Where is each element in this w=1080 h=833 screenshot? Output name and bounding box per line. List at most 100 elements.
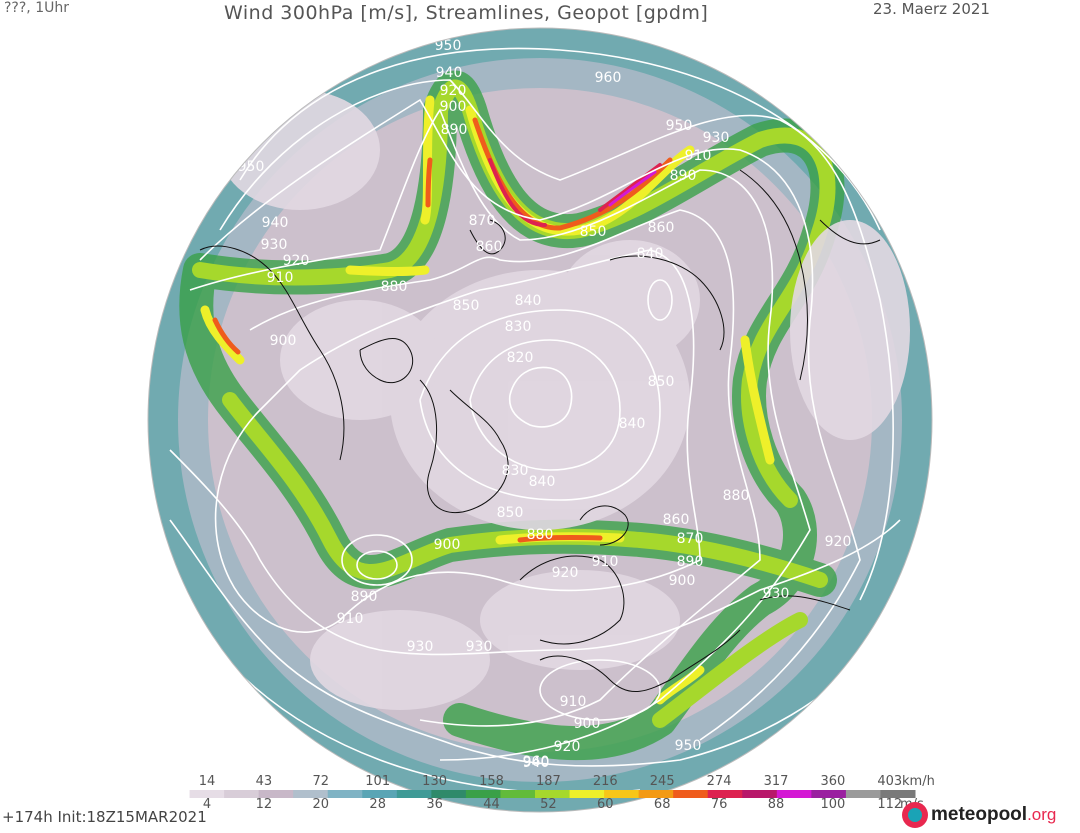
contour-label: 930 <box>703 130 730 146</box>
contour-label: 920 <box>283 253 310 269</box>
contour-label: 850 <box>648 374 675 390</box>
color-scale-kmh-label: 158 <box>479 774 504 789</box>
color-scale-swatch <box>535 790 571 798</box>
contour-label: 930 <box>261 237 288 253</box>
color-scale-swatch <box>569 790 605 798</box>
contour-label: 840 <box>619 416 646 432</box>
contour-label: 910 <box>592 554 619 570</box>
forecast-init-label: +174h Init:18Z15MAR2021 <box>2 808 207 826</box>
meteopool-logo[interactable]: meteopool .org <box>902 800 1056 830</box>
forecast-date: 23. Maerz 2021 <box>873 0 990 18</box>
contour-label: 840 <box>637 246 664 262</box>
color-scale-ms-label: 76 <box>711 797 728 812</box>
color-scale-ms-labels: 4 12 20 28 36 44 52 60 68 76 88 100 112 <box>203 797 902 812</box>
color-scale-kmh-label: 245 <box>650 774 675 789</box>
color-scale-kmh-label: 317 <box>764 774 789 789</box>
contour-label: 890 <box>351 589 378 605</box>
color-scale-swatch <box>673 790 709 798</box>
color-scale-ms-label: 4 <box>203 797 211 812</box>
color-scale-ms-label: 52 <box>540 797 557 812</box>
coastlines <box>199 169 881 693</box>
map-border <box>147 27 933 813</box>
color-scale-swatch <box>845 790 881 798</box>
color-scale-kmh-label: 130 <box>422 774 447 789</box>
color-scale-kmh-label: 403 <box>877 774 902 789</box>
color-scale-swatch <box>155 790 191 798</box>
logo-name: meteopool <box>931 804 1028 825</box>
color-scale-swatch <box>500 790 536 798</box>
forecast-time-label: ???, 1Uhr <box>4 0 69 16</box>
color-scale-ms-label: 112 <box>877 797 902 812</box>
contour-label: 890 <box>441 122 468 138</box>
contour-label: 830 <box>502 463 529 479</box>
contour-label: 860 <box>476 239 503 255</box>
contour-label: 880 <box>723 488 750 504</box>
color-scale-ms-label: 100 <box>820 797 845 812</box>
color-scale-ms-label: 68 <box>654 797 671 812</box>
color-scale-ms-label: 20 <box>313 797 330 812</box>
color-scale-swatch <box>224 790 260 798</box>
color-scale-ms-label: 28 <box>369 797 386 812</box>
geopotential-contours <box>169 47 901 795</box>
contour-label: 930 <box>407 639 434 655</box>
color-scale-ms-label: 88 <box>768 797 785 812</box>
color-scale-swatch <box>465 790 501 798</box>
contour-label: 900 <box>574 716 601 732</box>
contour-label: 960 <box>595 70 622 86</box>
contour-label: 940 <box>523 755 550 771</box>
color-scale-swatch <box>742 790 778 798</box>
contour-label: 840 <box>529 474 556 490</box>
contour-label: 920 <box>825 534 852 550</box>
color-scale-swatch <box>396 790 432 798</box>
color-scale-ms-label: 36 <box>426 797 443 812</box>
color-scale-swatch <box>431 790 467 798</box>
map-title: Wind 300hPa [m/s], Streamlines, Geopot [… <box>224 2 709 24</box>
color-scale-swatch <box>327 790 363 798</box>
contour-label: 900 <box>434 537 461 553</box>
color-scale-kmh-label: 101 <box>365 774 390 789</box>
contour-label: 820 <box>507 350 534 366</box>
color-scale-kmh-label: 43 <box>256 774 273 789</box>
contour-label: 950 <box>666 118 693 134</box>
contour-label: 940 <box>262 215 289 231</box>
contour-label: 950 <box>675 738 702 754</box>
color-scale-bar <box>155 790 916 798</box>
logo-tld: .org <box>1027 805 1057 824</box>
contour-label: 850 <box>497 505 524 521</box>
contour-label: 870 <box>469 213 496 229</box>
contour-label: 930 <box>466 639 493 655</box>
color-scale-kmh-label: 187 <box>536 774 561 789</box>
meteopool-logo-icon <box>902 802 928 828</box>
color-scale-swatch <box>604 790 640 798</box>
contour-label: 910 <box>685 148 712 164</box>
color-scale-kmh-label: 14 <box>199 774 216 789</box>
contour-label: 860 <box>663 512 690 528</box>
color-scale-kmh-unit: km/h <box>902 774 935 789</box>
color-scale-ms-label: 44 <box>483 797 500 812</box>
contour-label: 910 <box>267 270 294 286</box>
contour-label: 830 <box>505 319 532 335</box>
color-scale-swatch <box>880 790 916 798</box>
contour-label: 930 <box>763 586 790 602</box>
color-scale-swatch <box>258 790 294 798</box>
contour-label: 960 <box>523 754 550 770</box>
color-scale-kmh-label: 274 <box>707 774 732 789</box>
contour-label: 880 <box>527 527 554 543</box>
contour-label: 950 <box>435 38 462 54</box>
contour-label: 880 <box>381 279 408 295</box>
contour-label: 920 <box>552 565 579 581</box>
color-scale-swatch <box>293 790 329 798</box>
color-scale-ms-label: 60 <box>597 797 614 812</box>
contour-label: 900 <box>440 99 467 115</box>
contour-label: 900 <box>669 573 696 589</box>
contour-label: 910 <box>337 611 364 627</box>
color-scale-swatch <box>638 790 674 798</box>
color-scale-ms-label: 12 <box>256 797 273 812</box>
color-scale-kmh-label: 72 <box>313 774 330 789</box>
contour-label: 850 <box>453 298 480 314</box>
contour-label: 890 <box>677 554 704 570</box>
